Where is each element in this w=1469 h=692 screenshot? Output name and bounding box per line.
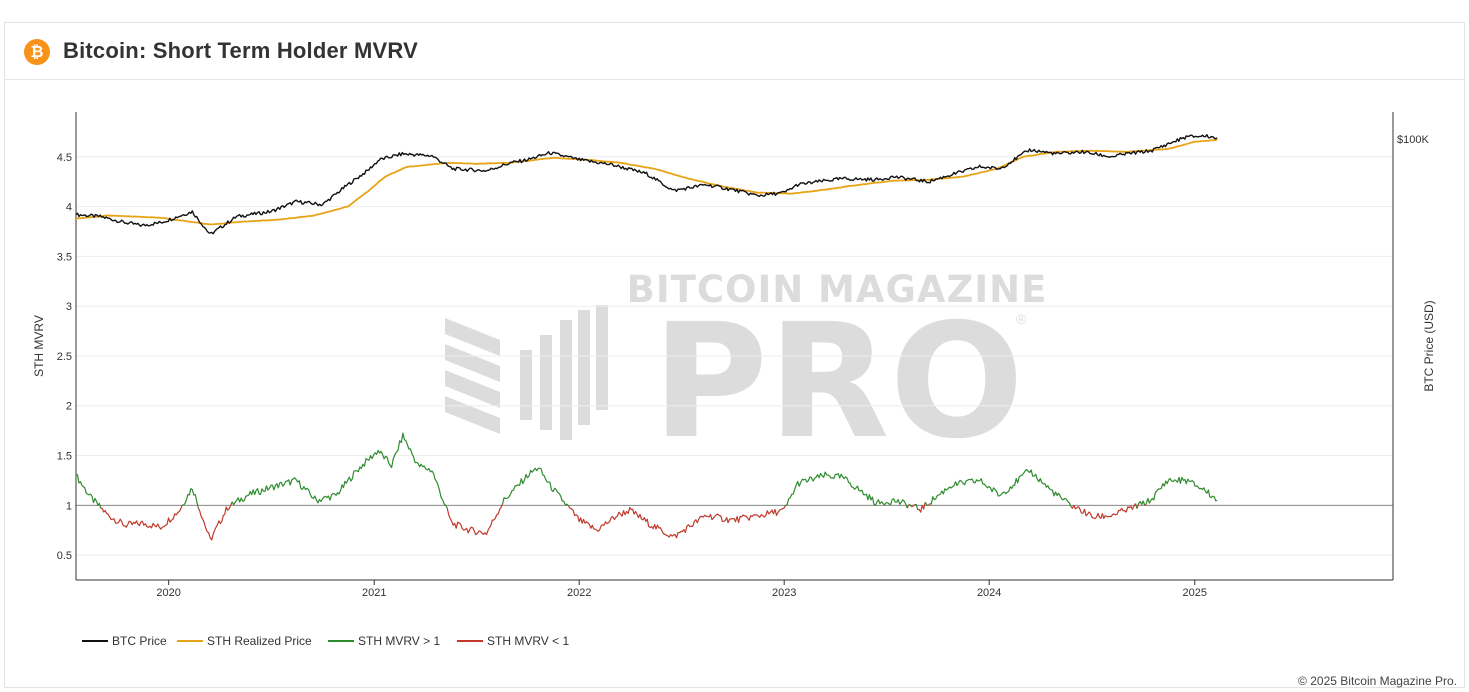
watermark-stripe: [445, 370, 500, 408]
legend-label: STH Realized Price: [207, 634, 312, 648]
y-tick-label: 1: [66, 500, 72, 512]
y-tick-label: 0.5: [57, 550, 72, 562]
sth-mvrv-below-1-segment[interactable]: [906, 504, 910, 509]
watermark-mark: ®: [1016, 311, 1027, 327]
x-tick-label: 2025: [1183, 587, 1207, 599]
sth-mvrv-above-1-segment[interactable]: [1138, 500, 1146, 506]
chart-header: ₿ Bitcoin: Short Term Holder MVRV: [5, 23, 1464, 80]
sth-mvrv-below-1-segment[interactable]: [197, 501, 233, 541]
legend-label: STH MVRV < 1: [487, 634, 569, 648]
sth-mvrv-below-1-segment[interactable]: [917, 502, 926, 513]
watermark-candle: [578, 310, 590, 425]
chart-panel: ₿ Bitcoin: Short Term Holder MVRV: [4, 22, 1465, 688]
sth-mvrv-above-1-segment[interactable]: [501, 467, 569, 507]
y-tick-label: 4: [66, 202, 72, 214]
sth-mvrv-above-1-segment[interactable]: [908, 504, 913, 508]
watermark-candle: [540, 335, 552, 430]
sth-mvrv-below-1-segment[interactable]: [446, 503, 504, 536]
bitcoin-icon: ₿: [24, 39, 50, 65]
sth-mvrv-above-1-segment[interactable]: [785, 471, 908, 509]
legend-label: BTC Price: [112, 634, 167, 648]
axes: 0.5 1 1.5 2 2.5 3 3.5 4 4.5 2020 2021 2022 2023 2024 2…: [32, 112, 1436, 599]
x-tick-label: 2021: [362, 587, 386, 599]
x-tick-label: 2022: [567, 587, 591, 599]
legend-item[interactable]: STH MVRV > 1: [328, 634, 440, 648]
sth-mvrv-above-1-segment[interactable]: [929, 468, 1072, 507]
y-right-tick-label: $100K: [1397, 134, 1429, 146]
sth-realized-price-line[interactable]: [75, 139, 1218, 226]
sth-mvrv-above-1-segment[interactable]: [914, 503, 919, 510]
y-tick-label: 4.5: [57, 152, 72, 164]
sth-mvrv-below-1-segment[interactable]: [911, 504, 916, 508]
legend-label: STH MVRV > 1: [358, 634, 440, 648]
watermark-stripe: [445, 344, 500, 382]
sth-mvrv-below-1-segment[interactable]: [1144, 503, 1147, 506]
watermark-line2: PRO: [652, 290, 1024, 474]
sth-mvrv-above-1-segment[interactable]: [924, 501, 929, 507]
sth-mvrv-above-1-segment[interactable]: [1145, 476, 1218, 504]
gridlines: [76, 156, 1393, 556]
sth-mvrv-below-1-segment[interactable]: [567, 504, 787, 539]
watermark-candle: [560, 320, 572, 440]
y-tick-label: 1.5: [57, 451, 72, 463]
y-axis-left-title: STH MVRV: [32, 315, 46, 377]
y-tick-label: 3: [66, 301, 72, 313]
legend-item[interactable]: STH MVRV < 1: [457, 634, 569, 648]
sth-mvrv-below-1-segment[interactable]: [1070, 503, 1137, 520]
sth-mvrv-below-1-segment[interactable]: [1136, 503, 1140, 509]
sth-mvrv-below-1-segment[interactable]: [100, 504, 183, 530]
copyright-text: © 2025 Bitcoin Magazine Pro.: [1298, 674, 1457, 688]
sth-mvrv-above-1-segment[interactable]: [182, 488, 199, 508]
legend-item[interactable]: BTC Price: [82, 634, 167, 648]
x-tick-label: 2023: [772, 587, 796, 599]
watermark-candle: [596, 305, 608, 410]
page-title: Bitcoin: Short Term Holder MVRV: [63, 38, 418, 63]
watermark-candle: [520, 350, 532, 420]
watermark-line1: BITCOIN MAGAZINE: [627, 268, 1048, 311]
sth-mvrv-above-1-segment[interactable]: [231, 432, 448, 509]
sth-mvrv-below-1-segment[interactable]: [927, 503, 931, 507]
x-tick-label: 2024: [977, 587, 1001, 599]
x-tick-label: 2020: [156, 587, 180, 599]
btc-price-line[interactable]: [75, 133, 1218, 235]
legend-item[interactable]: STH Realized Price: [177, 634, 312, 648]
y-axis-right-title: BTC Price (USD): [1422, 300, 1436, 391]
watermark-stripe: [445, 318, 500, 356]
y-tick-label: 2: [66, 401, 72, 413]
sth-mvrv-above-1-segment[interactable]: [75, 474, 102, 509]
y-tick-label: 2.5: [57, 351, 72, 363]
y-tick-label: 3.5: [57, 251, 72, 263]
legend[interactable]: BTC Price STH Realized Price STH MVRV > 1 S…: [82, 634, 569, 648]
series-lines[interactable]: [75, 133, 1218, 541]
